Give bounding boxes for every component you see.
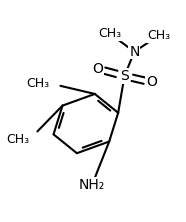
Text: S: S [120,69,129,83]
Text: CH₃: CH₃ [99,27,122,40]
Text: O: O [92,62,103,76]
Text: CH₃: CH₃ [6,133,29,146]
Text: O: O [146,75,157,89]
Text: N: N [129,45,140,59]
Text: NH₂: NH₂ [79,178,105,192]
Text: CH₃: CH₃ [147,29,170,42]
Text: CH₃: CH₃ [26,77,49,90]
